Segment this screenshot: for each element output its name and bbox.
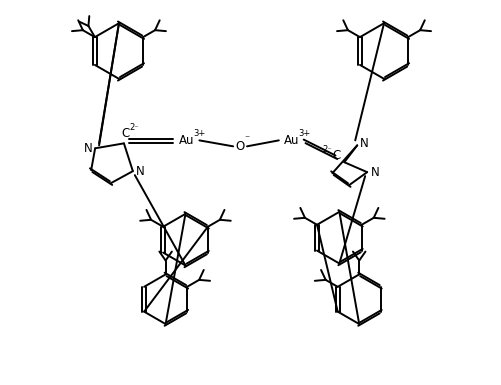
Text: N: N [359, 137, 368, 150]
Text: 3+: 3+ [298, 129, 310, 138]
Text: ⁻: ⁻ [244, 134, 249, 144]
Text: Au: Au [284, 134, 299, 147]
Text: 3+: 3+ [193, 129, 205, 138]
Text: N: N [135, 165, 144, 177]
Text: C: C [332, 149, 340, 162]
Text: N: N [84, 142, 92, 155]
Text: O: O [235, 140, 244, 153]
Text: N: N [370, 166, 379, 179]
Text: 2⁻: 2⁻ [129, 123, 138, 132]
Text: Au: Au [178, 134, 194, 147]
Text: C: C [122, 127, 130, 140]
Text: 2⁻: 2⁻ [322, 145, 332, 154]
